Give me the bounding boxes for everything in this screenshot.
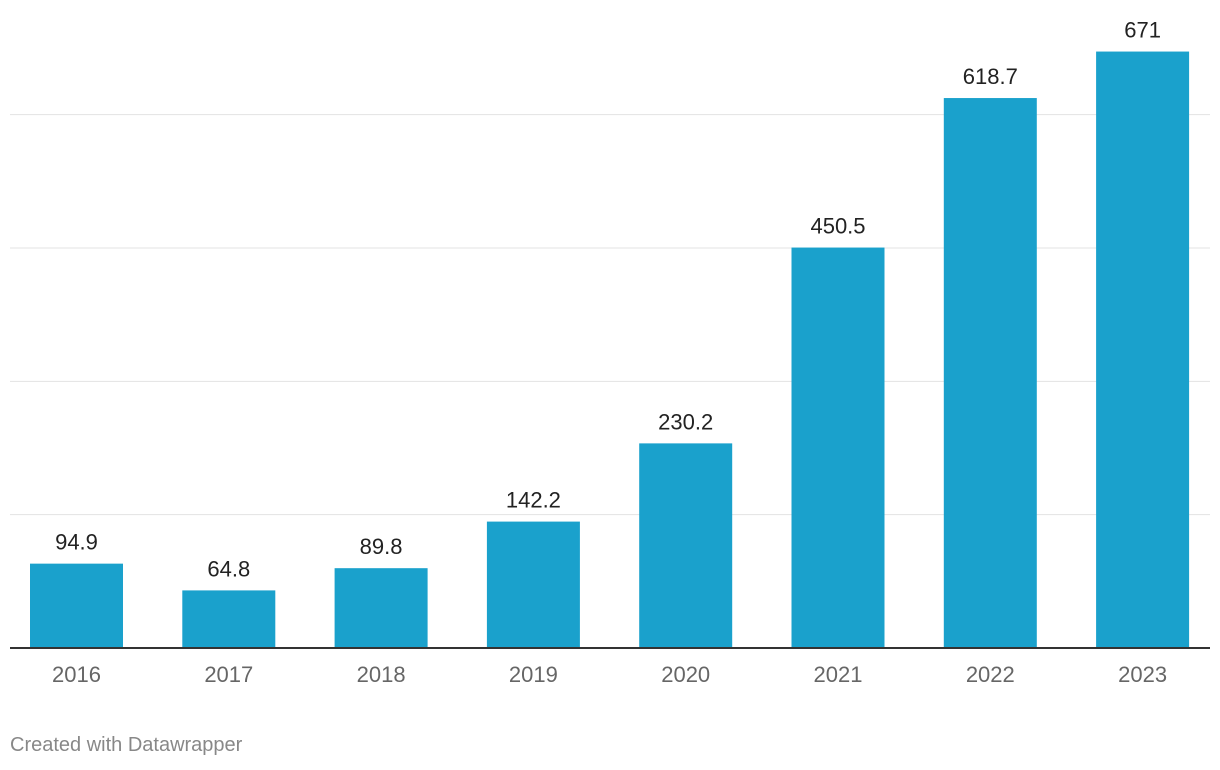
bar-value-label-2022: 618.7 xyxy=(963,64,1018,89)
x-tick-label-2016: 2016 xyxy=(52,662,101,687)
bar-2018 xyxy=(334,568,428,648)
bar-value-label-2021: 450.5 xyxy=(810,214,865,239)
x-tick-label-2022: 2022 xyxy=(966,662,1015,687)
x-tick-label-2017: 2017 xyxy=(204,662,253,687)
bar-2016 xyxy=(30,563,123,648)
x-tick-label-2021: 2021 xyxy=(814,662,863,687)
bars xyxy=(30,51,1190,649)
datawrapper-credit: Created with Datawrapper xyxy=(10,734,243,756)
bar-value-labels: 94.9 64.8 89.8 142.2 230.2 450.5 618.7 671 xyxy=(55,18,1161,582)
bar-2020 xyxy=(639,443,733,648)
bar-2019 xyxy=(486,521,580,648)
x-tick-label-2019: 2019 xyxy=(509,662,558,687)
bar-value-label-2016: 94.9 xyxy=(55,530,98,555)
bar-value-label-2019: 142.2 xyxy=(506,488,561,513)
x-tick-label-2018: 2018 xyxy=(357,662,406,687)
bar-value-label-2017: 64.8 xyxy=(207,556,250,581)
bar-value-label-2020: 230.2 xyxy=(658,409,713,434)
x-tick-label-2023: 2023 xyxy=(1118,662,1167,687)
bar-2022 xyxy=(943,98,1037,649)
x-tick-label-2020: 2020 xyxy=(661,662,710,687)
bar-value-label-2018: 89.8 xyxy=(360,534,403,559)
bar-2021 xyxy=(791,247,885,649)
bar-value-label-2023: 671 xyxy=(1124,18,1161,43)
bar-chart: 94.9 64.8 89.8 142.2 230.2 450.5 618.7 671 2016… xyxy=(10,18,1210,687)
x-axis-tick-labels: 2016 2017 2018 2019 2020 2021 2022 2023 xyxy=(52,662,1167,687)
bar-2017 xyxy=(182,590,276,648)
bar-2023 xyxy=(1096,51,1190,649)
